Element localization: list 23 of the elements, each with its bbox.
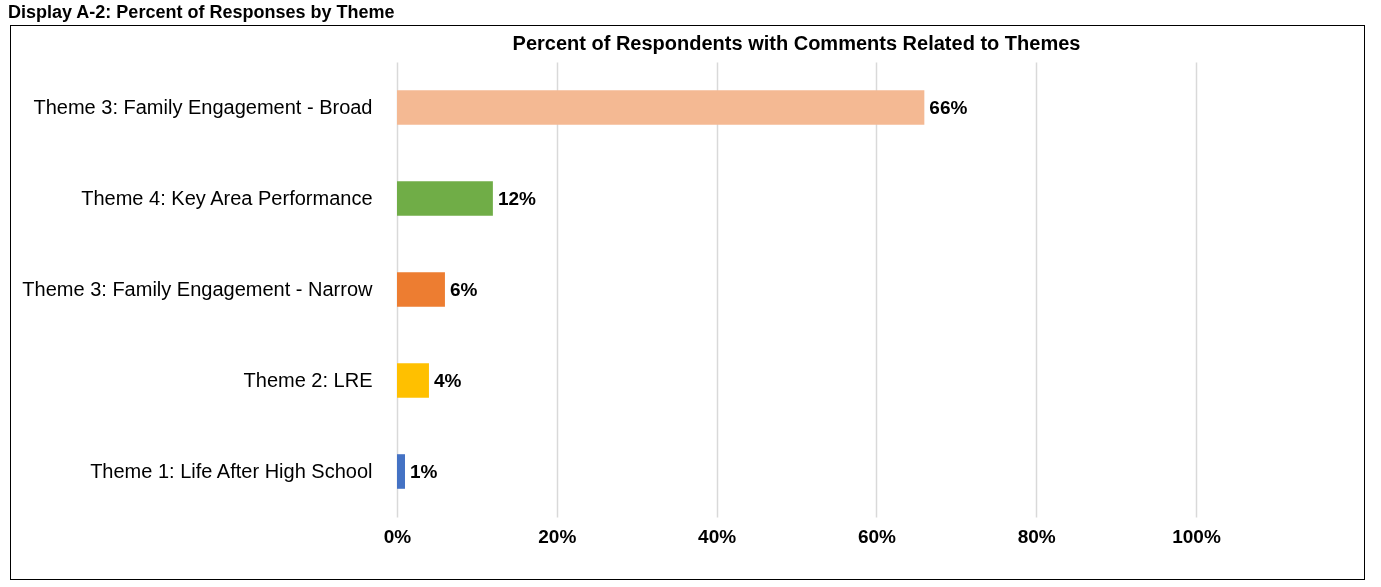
text: Display A-2: Percent of Responses by Theme xyxy=(7,1,396,24)
x-tick-label: 20% xyxy=(538,525,577,547)
x-tick-label: 0% xyxy=(383,525,412,547)
x-tick-label: 80% xyxy=(1017,525,1056,547)
bar xyxy=(397,90,925,125)
bar xyxy=(397,363,429,398)
data-label: 1% xyxy=(409,460,438,482)
bar xyxy=(397,272,445,307)
data-label: 6% xyxy=(449,278,478,300)
y-tick-label: Theme 1: Life After High School xyxy=(90,459,373,482)
x-tick-label: 40% xyxy=(698,525,737,547)
y-tick-label: Theme 4: Key Area Performance xyxy=(81,186,373,209)
y-tick-label: Theme 3: Family Engagement - Broad xyxy=(33,95,373,118)
x-tick-label: 60% xyxy=(857,525,897,547)
y-tick-label: Theme 2: LRE xyxy=(243,368,373,391)
data-label: 66% xyxy=(929,96,968,118)
x-tick-label: 100% xyxy=(1172,525,1221,547)
bar xyxy=(397,454,405,489)
data-label: 12% xyxy=(497,187,537,209)
data-label: 4% xyxy=(433,369,462,391)
chart-title: Percent of Respondents with Comments Related to Themes xyxy=(512,32,1081,54)
y-tick-label: Theme 3: Family Engagement - Narrow xyxy=(22,277,374,300)
bar xyxy=(397,181,493,216)
